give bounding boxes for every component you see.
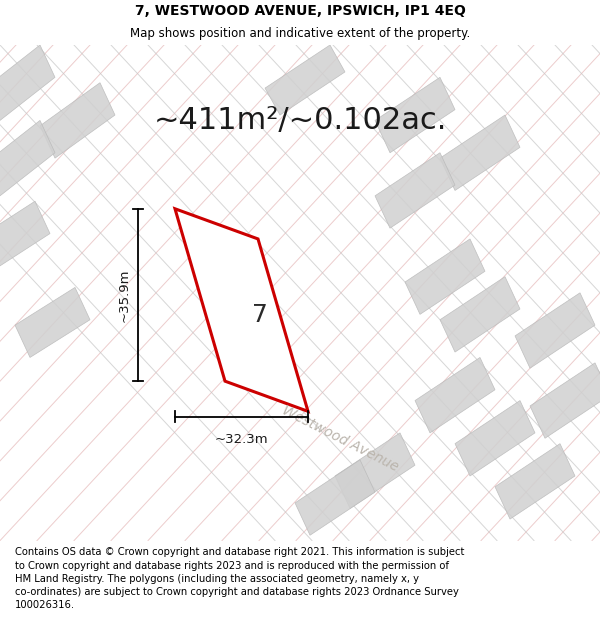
Text: 7, WESTWOOD AVENUE, IPSWICH, IP1 4EQ: 7, WESTWOOD AVENUE, IPSWICH, IP1 4EQ <box>134 4 466 18</box>
Polygon shape <box>0 121 55 196</box>
Polygon shape <box>440 277 520 352</box>
Polygon shape <box>530 363 600 438</box>
Text: ~35.9m: ~35.9m <box>118 268 131 322</box>
Polygon shape <box>265 45 345 115</box>
Text: Map shows position and indicative extent of the property.: Map shows position and indicative extent… <box>130 28 470 40</box>
Polygon shape <box>405 239 485 314</box>
Polygon shape <box>15 288 90 357</box>
Polygon shape <box>295 460 375 535</box>
Polygon shape <box>375 78 455 152</box>
Polygon shape <box>440 115 520 191</box>
Polygon shape <box>415 357 495 433</box>
Text: Westwood Avenue: Westwood Avenue <box>280 402 401 474</box>
Text: ~411m²/~0.102ac.: ~411m²/~0.102ac. <box>154 106 446 135</box>
Polygon shape <box>495 444 575 519</box>
Polygon shape <box>40 82 115 158</box>
Polygon shape <box>375 152 455 228</box>
Text: Contains OS data © Crown copyright and database right 2021. This information is : Contains OS data © Crown copyright and d… <box>15 548 464 610</box>
Polygon shape <box>175 209 308 411</box>
Text: 7: 7 <box>251 304 268 328</box>
Polygon shape <box>0 201 50 266</box>
Polygon shape <box>0 45 55 121</box>
Polygon shape <box>515 292 595 368</box>
Text: ~32.3m: ~32.3m <box>215 433 268 446</box>
Polygon shape <box>335 433 415 508</box>
Polygon shape <box>455 401 535 476</box>
